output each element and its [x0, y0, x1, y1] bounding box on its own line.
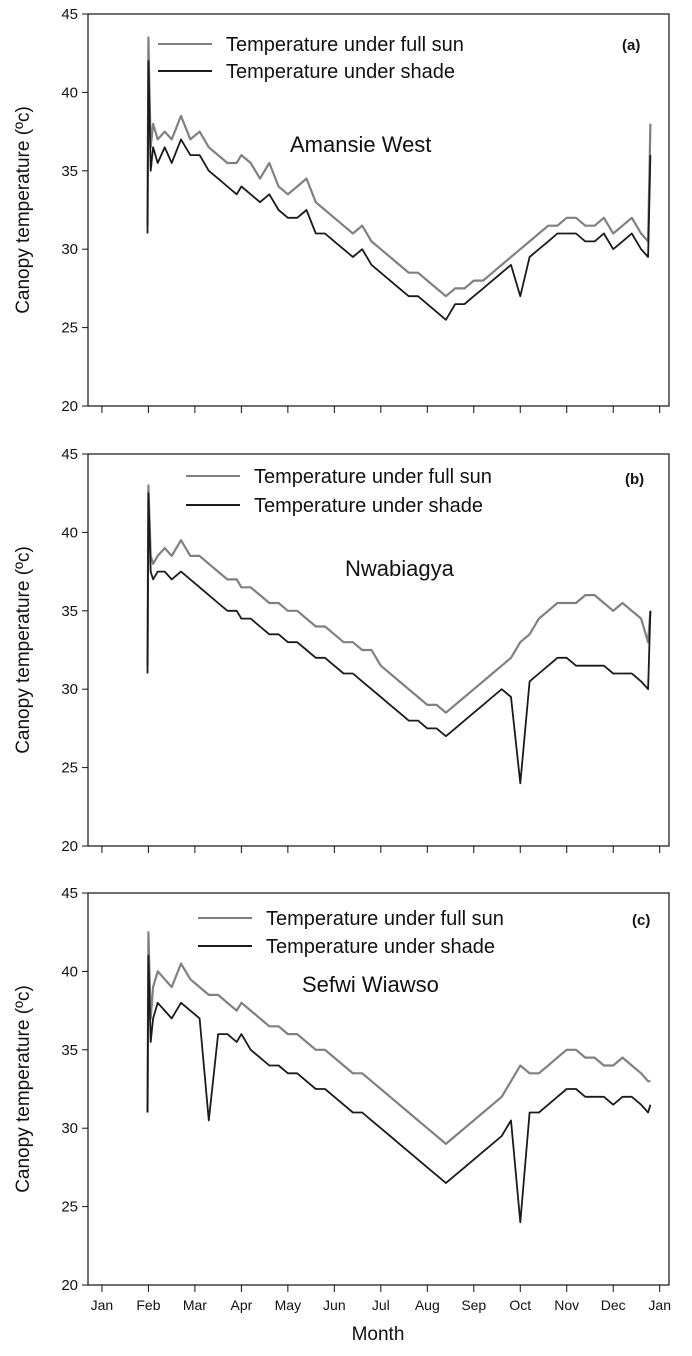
y-tick-label: 40 — [61, 524, 78, 541]
x-tick-label: Jun — [323, 1297, 346, 1313]
legend-label-shade: Temperature under shade — [266, 936, 495, 958]
x-tick-label: Feb — [136, 1297, 160, 1313]
y-tick-label: 35 — [61, 603, 78, 620]
legend-label-shade: Temperature under shade — [254, 495, 483, 517]
y-tick-label: 25 — [61, 320, 78, 337]
series-line-shade — [146, 60, 652, 321]
panel-letter: (a) — [622, 37, 640, 54]
x-tick-label: Sep — [461, 1297, 486, 1313]
y-tick-label: 45 — [61, 446, 78, 463]
panel-a: 20 25 30 35 40 45 Canopy temperature (ºc) Tem… — [13, 6, 670, 415]
series-line-shade — [146, 954, 652, 1224]
x-tick-label: Apr — [230, 1297, 252, 1313]
x-tick-label: Nov — [554, 1297, 579, 1313]
legend-label-full-sun: Temperature under full sun — [254, 466, 492, 488]
x-tick-label: Jan — [91, 1297, 114, 1313]
legend: Temperature under full sun Temperature u… — [198, 908, 504, 958]
y-tick-label: 30 — [61, 241, 78, 258]
y-tick-label: 25 — [61, 760, 78, 777]
plot-frame — [87, 13, 670, 407]
y-axis-label: Canopy temperature (ºc) — [13, 106, 34, 314]
series-line-full-sun — [146, 484, 652, 714]
x-tick-label: Jul — [372, 1297, 390, 1313]
y-tick-label: 20 — [61, 838, 78, 855]
y-tick-label: 45 — [61, 6, 78, 23]
x-tick-label: Dec — [601, 1297, 626, 1313]
y-axis-label: Canopy temperature (ºc) — [13, 546, 34, 754]
axis-layer: 20 25 30 35 40 45 — [61, 6, 661, 415]
series-line-shade — [146, 492, 652, 785]
y-axis-label: Canopy temperature (ºc) — [13, 985, 34, 1193]
x-tick-label: May — [275, 1297, 301, 1313]
legend-label-full-sun: Temperature under full sun — [266, 908, 504, 930]
series-layer — [146, 484, 652, 785]
x-axis-label: Month — [352, 1324, 405, 1345]
site-annotation: Sefwi Wiawso — [302, 972, 439, 997]
plot-frame — [87, 453, 670, 847]
panel-letter: (b) — [625, 471, 644, 488]
plot-frame — [87, 892, 670, 1286]
x-tick-label: Jan — [648, 1297, 671, 1313]
panel-b: 20 25 30 35 40 45 Canopy temperature (ºc) Tem… — [13, 446, 670, 855]
y-tick-label: 30 — [61, 1120, 78, 1137]
legend: Temperature under full sun Temperature u… — [186, 466, 492, 517]
axis-layer: 20 25 30 35 40 45 Jan Feb Mar Apr May Jun Jul Aug Sep O… — [61, 885, 671, 1313]
y-tick-label: 40 — [61, 963, 78, 980]
x-tick-label: Oct — [509, 1297, 531, 1313]
axis-layer: 20 25 30 35 40 45 — [61, 446, 661, 855]
x-tick-label: Mar — [183, 1297, 207, 1313]
y-tick-label: 35 — [61, 1042, 78, 1059]
series-line-full-sun — [146, 931, 651, 1146]
y-tick-label: 30 — [61, 681, 78, 698]
legend-label-shade: Temperature under shade — [226, 61, 455, 83]
series-line-full-sun — [146, 36, 652, 298]
legend-label-full-sun: Temperature under full sun — [226, 34, 464, 56]
y-tick-label: 45 — [61, 885, 78, 902]
site-annotation: Nwabiagya — [345, 556, 455, 581]
legend: Temperature under full sun Temperature u… — [158, 34, 464, 83]
x-tick-label: Aug — [415, 1297, 440, 1313]
y-tick-label: 20 — [61, 398, 78, 415]
series-layer — [146, 36, 652, 321]
panel-letter: (c) — [632, 912, 650, 929]
series-layer — [146, 931, 652, 1224]
y-tick-label: 40 — [61, 84, 78, 101]
y-tick-label: 25 — [61, 1199, 78, 1216]
site-annotation: Amansie West — [290, 132, 431, 157]
panel-c: 20 25 30 35 40 45 Jan Feb Mar Apr May Jun Jul Aug Sep O… — [13, 885, 671, 1345]
y-tick-label: 35 — [61, 163, 78, 180]
y-tick-label: 20 — [61, 1277, 78, 1294]
